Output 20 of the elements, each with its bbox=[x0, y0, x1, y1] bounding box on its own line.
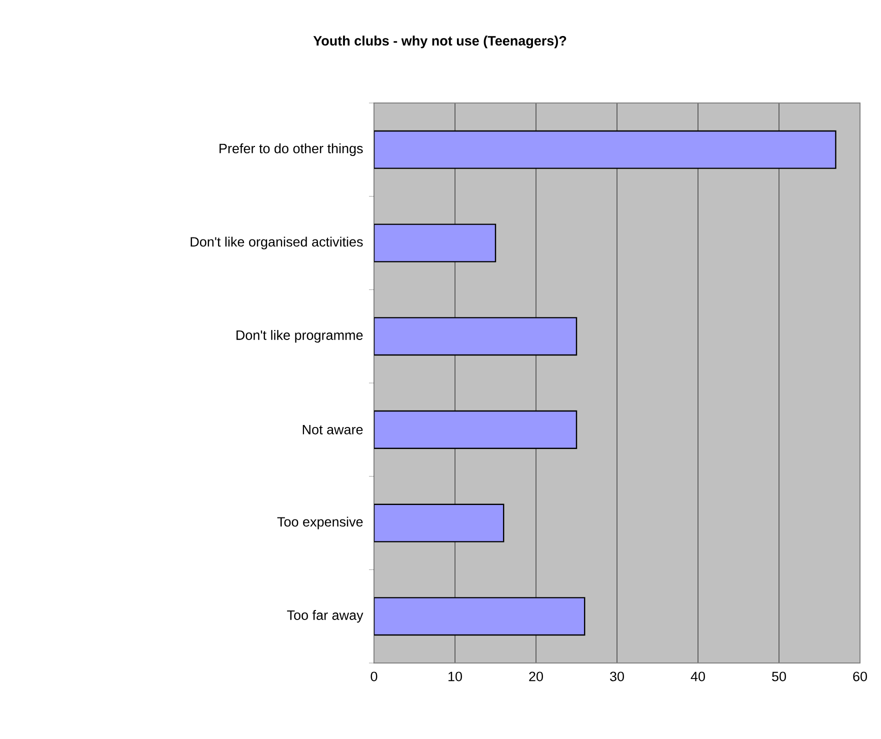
x-tick-label: 10 bbox=[448, 672, 462, 682]
x-tick-label: 60 bbox=[853, 672, 867, 682]
x-tick-label: 0 bbox=[370, 672, 378, 682]
y-tick-label: Prefer to do other things bbox=[220, 143, 363, 156]
x-tick-label: 30 bbox=[610, 672, 624, 682]
y-tick-label: Don't like programme bbox=[236, 330, 363, 343]
x-tick-label: 50 bbox=[772, 672, 786, 682]
bar bbox=[374, 597, 586, 636]
bar bbox=[374, 130, 836, 169]
bar bbox=[374, 224, 496, 262]
bar bbox=[374, 317, 578, 356]
y-tick-label: Not aware bbox=[302, 424, 363, 434]
chart-title: Youth clubs - why not use (Teenagers)? bbox=[313, 36, 566, 48]
x-tick-label: 20 bbox=[529, 672, 543, 682]
bar bbox=[374, 504, 504, 542]
x-tick-label: 40 bbox=[690, 672, 705, 682]
y-tick-label: Too far away bbox=[287, 610, 364, 623]
bar bbox=[374, 410, 578, 449]
y-tick-label: Don't like organised activities bbox=[190, 236, 363, 250]
y-tick-label: Too expensive bbox=[277, 516, 363, 530]
